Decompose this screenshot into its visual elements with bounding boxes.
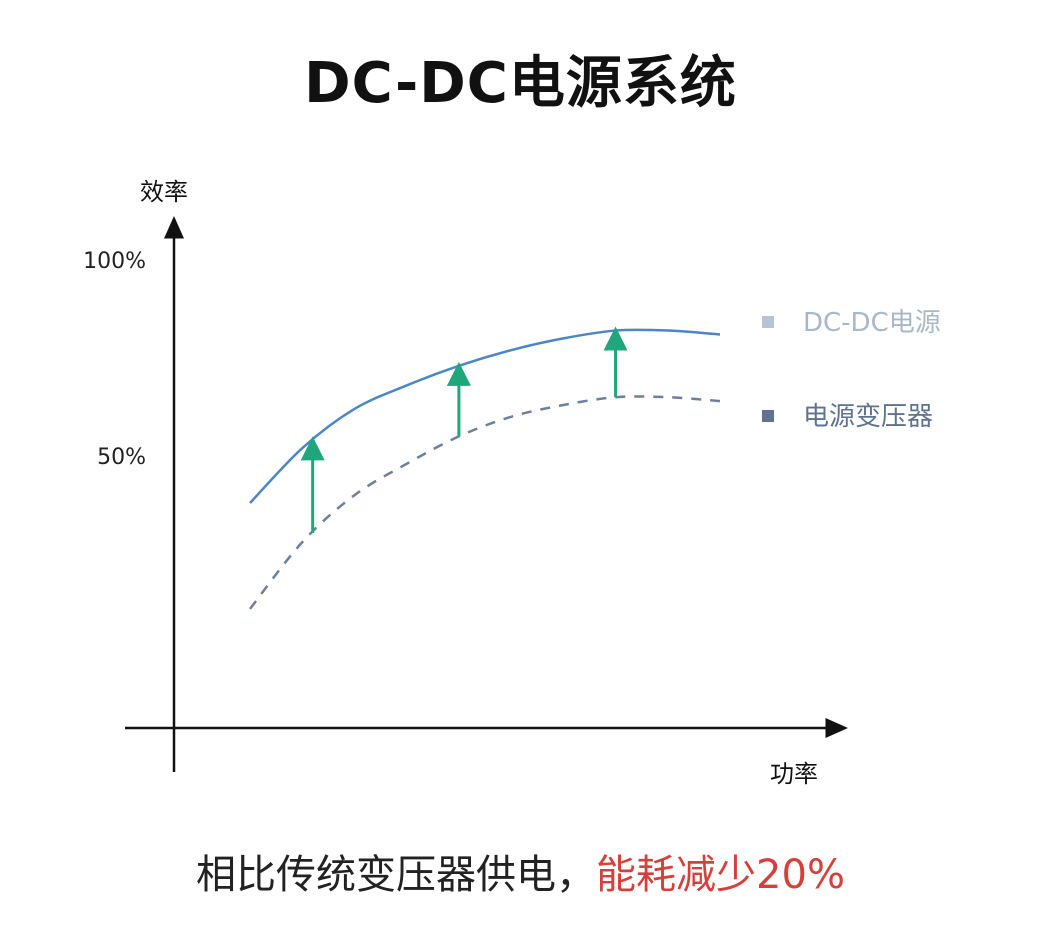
legend-label: DC-DC电源 — [803, 308, 941, 338]
y-tick-label: 50% — [97, 445, 146, 470]
legend-swatch — [762, 316, 774, 328]
y-tick-label: 100% — [83, 249, 146, 274]
series-line-1 — [249, 395, 721, 610]
y-axis-label: 效率 — [140, 178, 188, 206]
x-axis-label: 功率 — [770, 760, 818, 788]
caption-prefix: 相比传统变压器供电， — [196, 852, 597, 898]
caption: 相比传统变压器供电，能耗减少20% — [0, 842, 1041, 900]
legend-label: 电源变压器 — [803, 402, 933, 432]
caption-highlight: 能耗减少20% — [596, 852, 845, 898]
chart-title: DC-DC电源系统 — [304, 51, 737, 116]
legend-swatch — [762, 410, 774, 422]
series-line-0 — [249, 328, 721, 504]
